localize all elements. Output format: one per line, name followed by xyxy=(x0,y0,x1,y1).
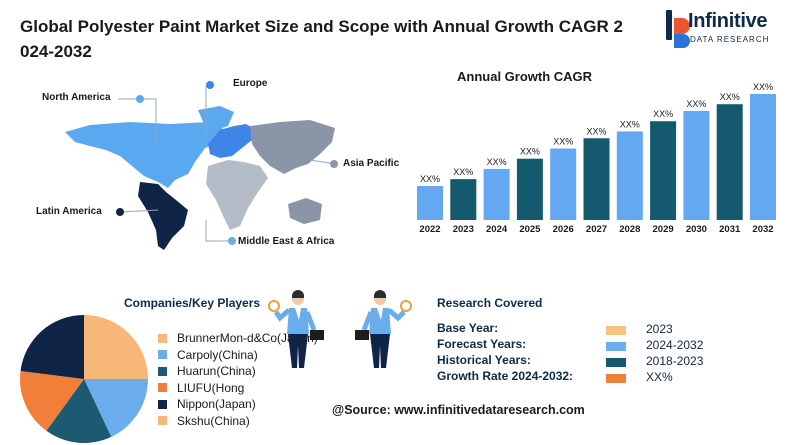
research-swatch xyxy=(606,358,626,367)
data-label-2032: XX% xyxy=(753,82,773,92)
logo-tagline: DATA RESEARCH xyxy=(690,35,770,44)
legend-item: Nippon(Japan) xyxy=(158,396,256,412)
data-label-2028: XX% xyxy=(620,119,640,129)
research-value: 2023 xyxy=(646,322,673,336)
legend-label: Nippon(Japan) xyxy=(177,397,256,411)
bar-2028 xyxy=(616,131,643,220)
data-label-2024: XX% xyxy=(487,157,507,167)
bar-2027 xyxy=(583,138,610,220)
pie-slice-1 xyxy=(84,379,148,437)
logo-name: Infinitive xyxy=(688,10,768,32)
legend-item: Huarun(China) xyxy=(158,363,256,379)
region-label-asia-pacific: Asia Pacific xyxy=(343,158,400,169)
bar-2023 xyxy=(450,179,477,220)
map-region-north-america xyxy=(65,122,225,188)
brand-logo-icon xyxy=(666,10,690,48)
region-label-europe: Europe xyxy=(233,78,268,89)
research-value: 2018-2023 xyxy=(646,354,704,368)
bar-2024 xyxy=(483,168,510,220)
legend-swatch xyxy=(158,333,167,343)
legend-swatch xyxy=(158,350,167,359)
analyst-figure-2-icon xyxy=(355,290,412,368)
map-region-asia-pacific xyxy=(250,120,335,174)
source-text: @Source: www.infinitivedataresearch.com xyxy=(332,403,585,417)
companies-pie-chart xyxy=(19,315,148,443)
map-region-greenland xyxy=(198,106,234,130)
x-tick-2026: 2026 xyxy=(553,224,574,235)
x-tick-2030: 2030 xyxy=(686,224,707,235)
research-swatch xyxy=(606,326,626,335)
data-label-2030: XX% xyxy=(686,99,706,109)
region-label-latin-america: Latin America xyxy=(36,206,102,217)
page-title: Global Polyester Paint Market Size and S… xyxy=(20,17,623,61)
chart-title: Annual Growth CAGR xyxy=(457,69,593,84)
data-label-2026: XX% xyxy=(553,136,573,146)
legend-item: Skshu(China) xyxy=(158,413,250,429)
research-value: 2024-2032 xyxy=(646,338,704,352)
bar-2029 xyxy=(650,121,677,220)
map-region-australia xyxy=(288,198,322,224)
research-label: Base Year: xyxy=(437,321,499,335)
legend-swatch xyxy=(158,399,167,409)
companies-heading: Companies/Key Players xyxy=(124,296,261,310)
bar-2030 xyxy=(683,111,710,220)
legend-label: Huarun(China) xyxy=(177,364,256,378)
research-value: XX% xyxy=(646,370,673,384)
legend-label: Carpoly(China) xyxy=(177,347,258,362)
pie-slice-4 xyxy=(20,315,84,379)
bar-2031 xyxy=(716,104,743,220)
world-map xyxy=(65,81,338,250)
data-label-2022: XX% xyxy=(420,174,440,184)
data-label-2023: XX% xyxy=(453,167,473,177)
data-label-2027: XX% xyxy=(586,126,606,136)
x-tick-2022: 2022 xyxy=(419,224,440,235)
data-label-2029: XX% xyxy=(653,109,673,119)
x-tick-2029: 2029 xyxy=(653,224,674,235)
map-region-europe xyxy=(208,124,256,158)
legend-label: LIUFU(Hong xyxy=(177,380,245,395)
region-label-middle-east-africa: Middle East & Africa xyxy=(238,236,335,247)
legend-swatch xyxy=(158,383,167,392)
legend-label: BrunnerMon-d&Co(Japan) xyxy=(177,331,318,345)
bar-2032 xyxy=(750,94,776,220)
bar-2022 xyxy=(417,185,443,220)
x-tick-2032: 2032 xyxy=(752,224,773,235)
research-label: Forecast Years: xyxy=(437,337,527,351)
region-label-north-america: North America xyxy=(42,92,111,103)
legend-item: LIUFU(Hong xyxy=(158,380,244,396)
legend-swatch xyxy=(158,366,167,376)
x-tick-2025: 2025 xyxy=(519,224,541,235)
research-label: Historical Years: xyxy=(437,353,531,367)
legend-item: Carpoly(China) xyxy=(158,347,258,363)
x-tick-2027: 2027 xyxy=(586,224,607,235)
research-heading: Research Covered xyxy=(437,296,543,310)
x-tick-2028: 2028 xyxy=(619,224,640,235)
bar-2026 xyxy=(550,148,577,220)
legend-swatch xyxy=(158,416,167,425)
pie-slice-2 xyxy=(46,379,112,443)
bar-chart: XX% 2022 XX% 2023 XX% 2024 XX% 2025 XX% 2026 XX% 20… xyxy=(417,82,776,235)
research-swatch xyxy=(606,342,626,351)
x-tick-2023: 2023 xyxy=(453,224,474,235)
map-region-middle-east-africa xyxy=(206,160,268,230)
data-label-2025: XX% xyxy=(520,147,540,157)
research-swatch xyxy=(606,374,626,383)
research-label: Growth Rate 2024-2032: xyxy=(437,369,574,383)
map-region-latin-america xyxy=(138,182,188,250)
pie-slice-0 xyxy=(84,315,148,379)
pie-slice-3 xyxy=(19,370,84,431)
x-tick-2031: 2031 xyxy=(719,224,741,235)
legend-label: Skshu(China) xyxy=(177,413,250,428)
analyst-figure-icon xyxy=(268,290,324,368)
x-tick-2024: 2024 xyxy=(486,224,508,235)
data-label-2031: XX% xyxy=(720,92,740,102)
bar-2025 xyxy=(516,158,543,220)
legend-item: BrunnerMon-d&Co(Japan) xyxy=(158,330,318,346)
